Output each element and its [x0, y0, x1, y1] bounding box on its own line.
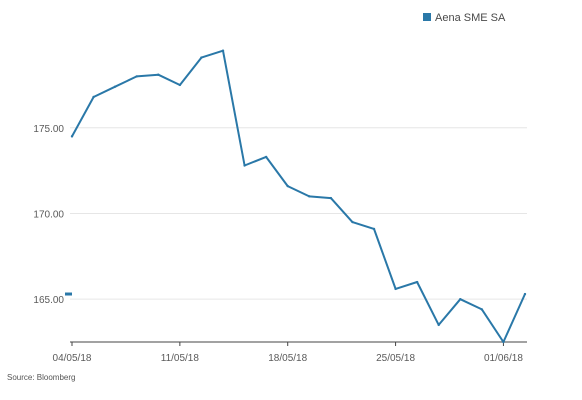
- data-point: [264, 155, 268, 159]
- series-layer: [70, 49, 527, 344]
- x-tick-label: 11/05/18: [161, 353, 200, 364]
- y-tick-label: 175.00: [33, 124, 64, 135]
- data-point: [329, 196, 333, 200]
- data-point: [480, 308, 484, 311]
- legend-swatch: [423, 13, 431, 21]
- data-point: [157, 73, 160, 76]
- source-note: Source: Bloomberg: [7, 373, 75, 382]
- data-point: [70, 135, 74, 138]
- last-value-marker-layer: [65, 292, 72, 296]
- x-tick-label: 01/06/18: [484, 353, 523, 364]
- data-point: [372, 227, 376, 231]
- data-point: [243, 164, 246, 167]
- y-tick-label: 170.00: [33, 209, 64, 220]
- grid-lines: [70, 127, 527, 300]
- data-point: [459, 297, 462, 301]
- data-point: [221, 49, 225, 52]
- data-point: [113, 85, 117, 88]
- data-point: [351, 220, 354, 224]
- data-point: [135, 75, 138, 78]
- y-axis-ticks: 165.00 170.00 175.00: [33, 124, 64, 306]
- x-tick-label: 04/05/18: [53, 353, 92, 364]
- series-line-aena: [71, 49, 526, 343]
- data-point: [415, 280, 419, 284]
- data-point: [437, 323, 440, 327]
- data-point: [308, 195, 311, 198]
- data-point: [200, 56, 203, 59]
- data-point: [286, 184, 289, 188]
- data-point: [92, 95, 95, 99]
- legend: Aena SME SA: [423, 12, 506, 24]
- data-point: [523, 292, 527, 296]
- data-point: [178, 83, 182, 87]
- legend-label: Aena SME SA: [435, 12, 506, 24]
- data-point: [394, 287, 397, 291]
- y-tick-label: 165.00: [33, 295, 64, 306]
- x-tick-label: 25/05/18: [376, 353, 415, 364]
- last-value-marker: [65, 292, 72, 296]
- x-tick-label: 18/05/18: [268, 353, 307, 364]
- data-point: [502, 340, 505, 344]
- x-axis-ticks: 04/05/18 11/05/18 18/05/18 25/05/18 01/06/18: [53, 342, 523, 364]
